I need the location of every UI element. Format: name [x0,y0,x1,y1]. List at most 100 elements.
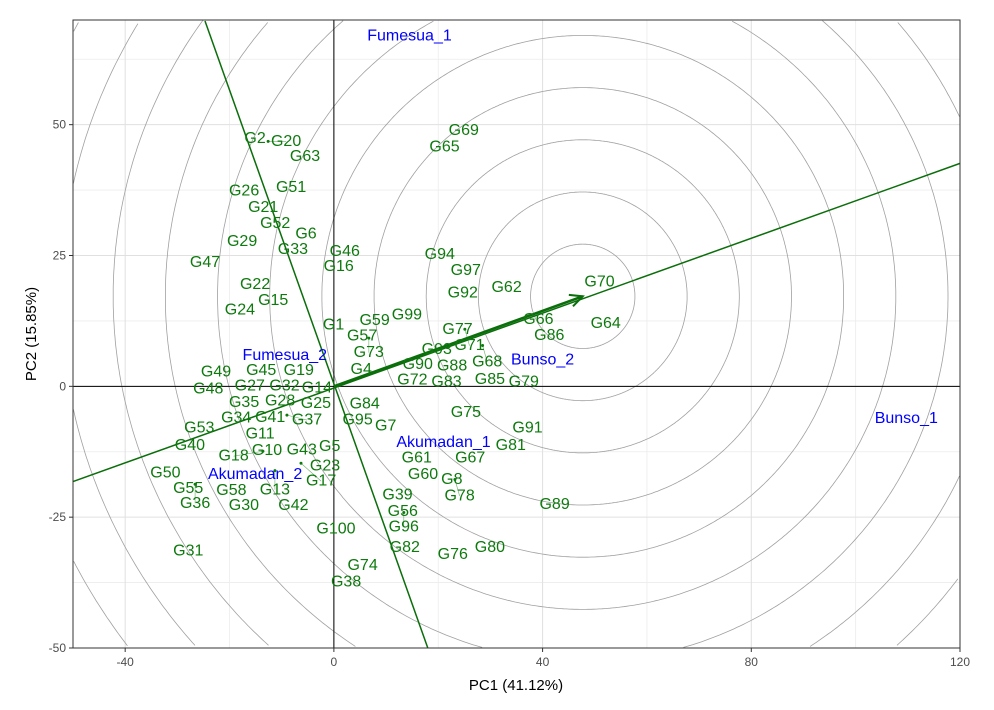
axis-ticks: -40 0 40 80 120 -50 -25 0 25 50 [49,118,971,669]
label-anchor-dot [402,510,406,514]
y-tick-label: 50 [53,118,67,132]
label-anchor-dot [261,449,265,453]
label-anchor-dot [367,336,371,340]
concentric-circle [73,22,128,646]
genotype-label: G58 [216,482,246,499]
genotype-label: G6 [295,226,316,243]
zero-lines [73,20,960,648]
genotype-label: G52 [260,215,290,232]
genotype-label: G50 [150,465,180,482]
genotype-label: G90 [403,356,433,373]
genotype-label: G32 [269,378,299,395]
genotype-label: G42 [278,497,308,514]
genotype-label: G22 [240,276,270,293]
x-tick-label: 120 [950,655,970,669]
genotype-label: G1 [323,317,344,334]
genotype-label: G43 [287,442,317,459]
genotype-label: G81 [496,437,526,454]
genotype-label: G56 [388,503,418,520]
y-tick-label: -25 [49,510,67,524]
label-anchor-dot [285,413,289,417]
aec-arrow-shaft [333,295,584,388]
genotype-label: G23 [310,458,340,475]
aec-abscissa-line [72,162,961,483]
genotype-label: G86 [534,327,564,344]
x-tick-label: 0 [331,655,338,669]
genotype-label: G66 [523,311,553,328]
x-tick-label: -40 [117,655,135,669]
y-tick-label: 25 [53,249,67,263]
x-axis-label: PC1 (41.12%) [469,677,563,694]
genotype-label: G72 [397,372,427,389]
concentric-circle [217,20,949,648]
genotype-label: G85 [475,371,505,388]
genotype-label: G82 [390,539,420,556]
genotype-label: G80 [475,539,505,556]
genotype-label: G69 [449,122,479,139]
environment-label: Bunso_2 [511,352,574,369]
genotype-label: G21 [248,199,278,216]
label-anchor-dot [299,461,303,465]
x-tick-label: 40 [536,655,550,669]
genotype-label: G37 [292,412,322,429]
genotype-label: G51 [276,179,306,196]
concentric-circle [112,20,959,646]
label-anchor-dot [273,469,277,473]
y-tick-label: 0 [59,379,66,393]
genotype-label: G16 [324,258,354,275]
genotype-label: G7 [375,418,396,435]
genotype-label: G36 [180,495,210,512]
genotype-label: G26 [229,183,259,200]
genotype-label: G40 [175,437,205,454]
label-anchor-dot [463,327,467,331]
x-tick-label: 80 [745,655,759,669]
genotype-label: G97 [451,262,481,279]
genotype-label: G96 [389,518,419,535]
genotype-label: G2 [244,130,265,147]
environment-label: Bunso_1 [875,410,938,427]
genotype-label: G68 [472,353,502,370]
genotype-label: G4 [351,361,372,378]
genotype-label: G76 [438,546,468,563]
genotype-label: G60 [408,466,438,483]
genotype-label: G94 [425,246,455,263]
concentric-circle [321,35,844,558]
environment-label: Akumadan_1 [396,434,490,451]
concentric-circle [530,243,636,349]
concentric-circle [425,139,740,454]
label-anchor-dot [193,482,197,486]
genotype-label: G92 [448,285,478,302]
genotype-label: G93 [422,341,452,358]
genotype-label: G15 [258,292,288,309]
genotype-label: G89 [539,496,569,513]
label-leader [454,479,460,496]
genotype-label: G73 [354,344,384,361]
genotype-label: G99 [392,307,422,324]
genotype-label: G79 [509,374,539,391]
genotype-label: G55 [173,480,203,497]
label-anchor-dot [266,139,270,143]
genotype-label: G65 [429,139,459,156]
aec-ordinate-line [204,20,429,649]
label-leaders [193,139,488,527]
concentric-circles [73,20,960,648]
label-leader [300,463,322,482]
genotype-label: G34 [221,409,251,426]
genotype-label: G83 [431,374,461,391]
genotype-label: G71 [454,337,484,354]
genotype-label: G39 [382,487,412,504]
genotype-label: G28 [265,393,295,410]
genotype-label: G74 [347,557,377,574]
genotype-label: G33 [278,241,308,258]
genotype-label: G27 [235,378,265,395]
genotype-label: G18 [218,448,248,465]
genotype-label: G24 [225,302,255,319]
genotype-label: G11 [246,425,275,442]
genotype-label: G47 [190,254,220,271]
genotype-label: G91 [512,420,542,437]
genotype-label: G59 [359,312,389,329]
y-tick-label: -50 [49,641,67,655]
genotype-label: G67 [455,449,485,466]
genotype-label: G64 [591,315,621,332]
